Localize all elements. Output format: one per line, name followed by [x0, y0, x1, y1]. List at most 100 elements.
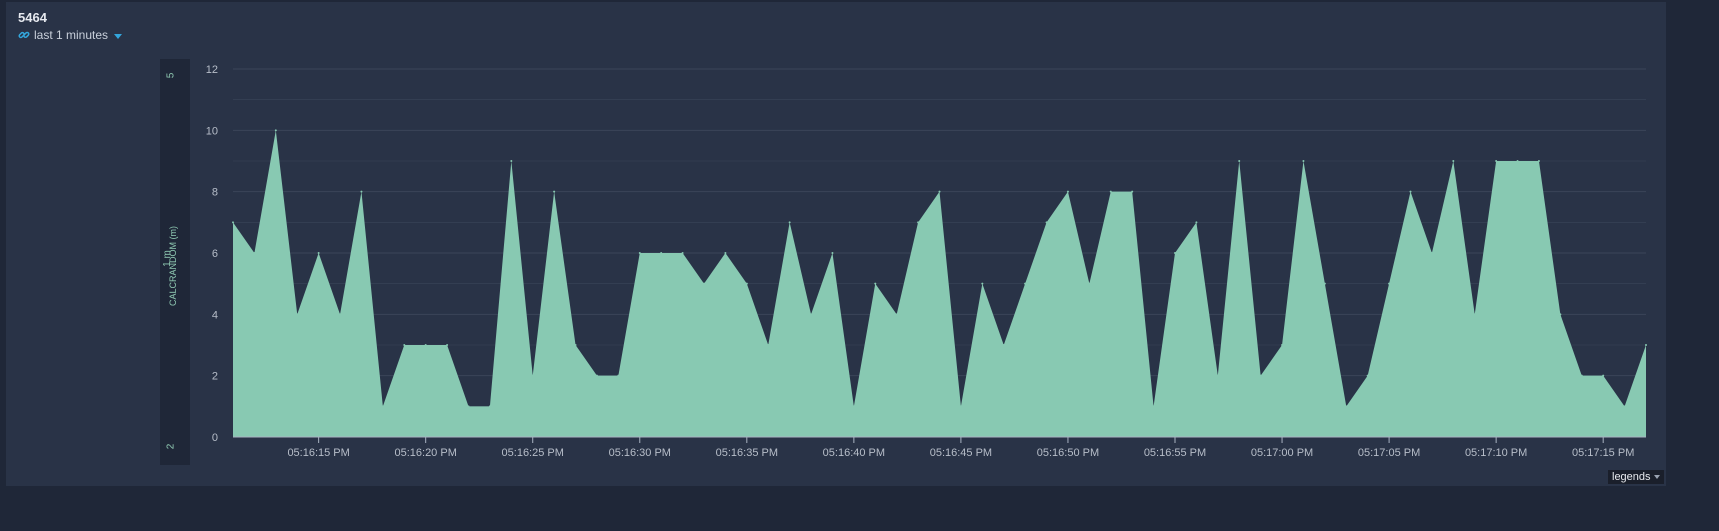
data-point — [296, 313, 299, 316]
chevron-down-icon — [1653, 475, 1660, 479]
data-point — [1323, 282, 1326, 285]
data-point — [339, 313, 342, 316]
data-point — [1216, 374, 1219, 377]
x-tick-label: 05:16:55 PM — [1144, 447, 1206, 459]
data-point — [510, 160, 513, 162]
y-tick-label: 0 — [212, 432, 218, 444]
data-point — [1045, 221, 1048, 224]
series-area-path — [233, 130, 1646, 437]
data-point — [1645, 344, 1647, 346]
data-point — [1388, 282, 1391, 285]
data-point — [1174, 252, 1176, 254]
data-point — [1452, 160, 1455, 162]
data-point — [1238, 160, 1241, 162]
data-point — [703, 282, 705, 285]
data-point — [895, 313, 898, 316]
data-point — [1409, 190, 1412, 193]
x-tick-label: 05:16:50 PM — [1037, 447, 1099, 459]
data-point — [745, 282, 748, 285]
data-point — [1537, 160, 1540, 162]
data-point — [1259, 374, 1262, 377]
data-point — [553, 190, 556, 193]
data-point — [1281, 344, 1284, 346]
data-point — [1066, 190, 1069, 193]
chevron-down-icon — [114, 33, 123, 39]
data-point — [467, 405, 470, 408]
x-tick-label: 05:16:25 PM — [502, 447, 564, 459]
y-tick-label: 12 — [206, 64, 218, 76]
data-point — [232, 221, 234, 224]
x-tick-label: 05:17:15 PM — [1572, 447, 1634, 459]
x-axis-ticks: 05:16:15 PM 05:16:20 PM 05:16:25 PM 05:16:3… — [233, 436, 1646, 459]
data-point — [274, 129, 277, 132]
data-point — [938, 190, 941, 193]
data-point — [1366, 374, 1369, 377]
data-point — [1602, 374, 1605, 377]
data-point — [810, 313, 813, 316]
time-range-dropdown[interactable]: last 1 minutes — [18, 28, 123, 42]
data-point — [1002, 344, 1005, 346]
data-point — [917, 221, 920, 224]
x-tick-label: 05:16:15 PM — [287, 447, 349, 459]
data-point — [574, 344, 577, 346]
data-point — [531, 374, 534, 377]
data-point — [1495, 160, 1498, 162]
data-point — [1152, 405, 1155, 408]
data-point — [403, 344, 406, 346]
data-point — [1623, 405, 1626, 408]
data-point — [724, 252, 727, 254]
y-tick-label: 8 — [212, 187, 218, 199]
x-tick-label: 05:16:40 PM — [823, 447, 885, 459]
panel-title: 5464 — [18, 10, 47, 25]
data-point — [788, 221, 791, 224]
x-tick-label: 05:17:05 PM — [1358, 447, 1420, 459]
y-tick-label: 4 — [212, 309, 218, 321]
y-tick-label: 10 — [206, 125, 218, 137]
data-point — [852, 405, 855, 408]
data-point — [317, 252, 320, 254]
y-tick-label: 6 — [212, 248, 218, 260]
data-point — [360, 190, 363, 193]
data-point — [660, 252, 663, 254]
y-axis-ticks: 0 2 4 6 8 10 12 — [206, 64, 218, 444]
x-tick-label: 05:17:00 PM — [1251, 447, 1313, 459]
data-point — [617, 374, 620, 377]
data-point — [1302, 160, 1305, 162]
legends-label: legends — [1612, 471, 1651, 483]
data-point — [681, 252, 684, 254]
data-point — [488, 405, 491, 408]
data-point — [595, 374, 598, 377]
data-point — [1109, 190, 1112, 193]
data-point — [981, 282, 984, 285]
data-point — [1516, 160, 1519, 162]
data-point — [1024, 282, 1027, 285]
data-point — [424, 344, 427, 346]
data-point — [767, 344, 770, 346]
data-point — [638, 252, 641, 254]
data-point — [253, 252, 256, 254]
y-axis-sidebar: 5 1 m CALCRANDOM (m) 2 — [160, 59, 190, 465]
data-point — [1580, 374, 1583, 377]
y-tick-label: 2 — [212, 371, 218, 383]
x-tick-label: 05:16:30 PM — [609, 447, 671, 459]
data-point — [1345, 405, 1348, 408]
data-point — [959, 405, 962, 408]
x-tick-label: 05:16:45 PM — [930, 447, 992, 459]
data-point — [1088, 282, 1091, 285]
data-point — [1195, 221, 1198, 224]
x-tick-label: 05:16:20 PM — [394, 447, 456, 459]
data-point — [446, 344, 449, 346]
link-icon — [18, 31, 30, 39]
x-tick-label: 05:16:35 PM — [716, 447, 778, 459]
data-point — [381, 405, 384, 408]
data-point — [831, 252, 834, 254]
x-tick-label: 05:17:10 PM — [1465, 447, 1527, 459]
data-point — [1430, 252, 1433, 254]
time-range-label: last 1 minutes — [34, 28, 109, 42]
data-point — [874, 282, 877, 285]
legends-toggle-button[interactable]: legends — [1608, 470, 1664, 484]
series-area — [232, 129, 1647, 437]
data-point — [1559, 313, 1562, 316]
data-point — [1131, 190, 1134, 193]
